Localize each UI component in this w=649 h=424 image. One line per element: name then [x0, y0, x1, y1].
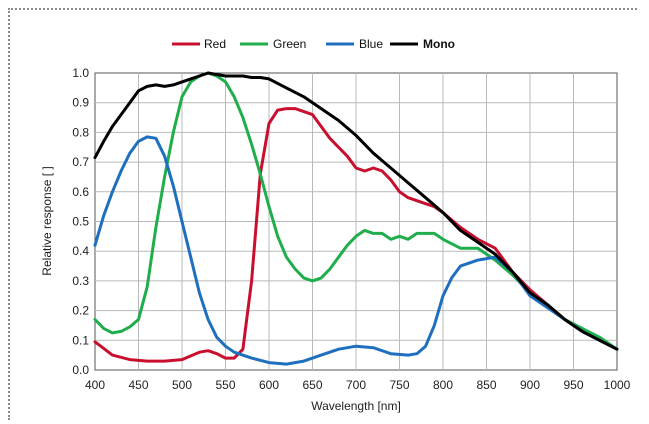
- x-tick-label: 750: [389, 378, 409, 392]
- y-tick-label: 0.3: [72, 274, 89, 288]
- series-line-blue: [93, 135, 619, 366]
- gridlines: [95, 73, 617, 370]
- y-tick-label: 0.1: [72, 333, 89, 347]
- x-tick-label: 550: [215, 378, 235, 392]
- x-tick-label: 700: [346, 378, 366, 392]
- y-axis-title: Relative response [ ]: [40, 166, 54, 275]
- x-tick-label: 1000: [604, 378, 631, 392]
- legend-label-mono: Mono: [423, 37, 455, 51]
- series-line-mono: [93, 71, 619, 351]
- chart-frame: [8, 8, 637, 420]
- legend: Red Green Blue Mono: [172, 37, 455, 51]
- y-tick-label: 0.4: [72, 244, 89, 258]
- x-tick-labels: 400 450 500 550 600 650 700 750 800 850 900 950 1000: [85, 378, 631, 392]
- y-tick-label: 0.0: [72, 363, 89, 377]
- legend-label-blue: Blue: [359, 37, 383, 51]
- x-tick-label: 900: [520, 378, 540, 392]
- legend-label-green: Green: [273, 37, 306, 51]
- y-tick-label: 0.6: [72, 185, 89, 199]
- x-tick-label: 800: [433, 378, 453, 392]
- x-tick-label: 950: [563, 378, 583, 392]
- y-tick-label: 1.0: [72, 66, 89, 80]
- y-tick-label: 0.8: [72, 125, 89, 139]
- y-tick-label: 0.9: [72, 96, 89, 110]
- x-axis-title: Wavelength [nm]: [311, 399, 401, 413]
- series-lines: [93, 71, 619, 366]
- y-tick-labels: 0.0 0.1 0.2 0.3 0.4 0.5 0.6 0.7 0.8 0.9 1.0: [72, 66, 89, 377]
- y-tick-label: 0.5: [72, 215, 89, 229]
- x-tick-label: 650: [302, 378, 322, 392]
- y-tick-label: 0.7: [72, 155, 89, 169]
- series-line-red: [93, 107, 619, 363]
- x-tick-label: 600: [259, 378, 279, 392]
- x-tick-label: 850: [476, 378, 496, 392]
- legend-label-red: Red: [204, 37, 226, 51]
- x-tick-label: 400: [85, 378, 105, 392]
- x-tick-label: 450: [128, 378, 148, 392]
- y-tick-label: 0.2: [72, 304, 89, 318]
- x-tick-label: 500: [172, 378, 192, 392]
